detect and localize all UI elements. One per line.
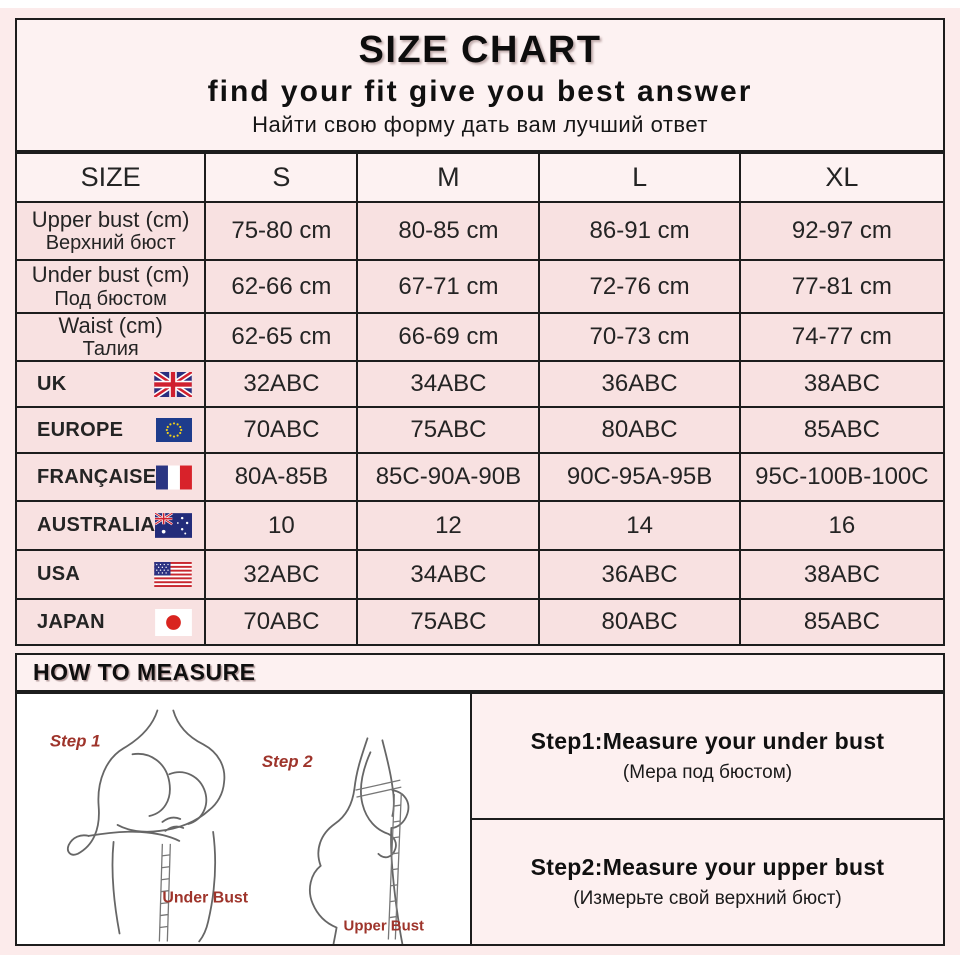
cell-value: 80ABC	[538, 406, 741, 455]
step1-subtitle-russian: (Мера под бюстом)	[622, 762, 793, 783]
row-label-france: FRANÇAISE	[14, 452, 207, 503]
cell-value: 34ABC	[356, 360, 541, 409]
usa-flag-icon	[154, 562, 193, 588]
cell-value: 66-69 cm	[356, 311, 541, 363]
step2-title: Step2:Measure your upper bust	[530, 854, 885, 880]
australia-flag-icon	[155, 513, 193, 539]
measure-illustration: Step 1 Step 2 Under Bust Upper Bust	[17, 694, 470, 944]
upper-bust-illustration-label: Upper Bust	[344, 918, 424, 935]
subtitle-english: find your fit give you best answer	[207, 75, 753, 108]
japan-flag-icon	[155, 608, 193, 636]
cell-value: 32ABC	[204, 360, 359, 409]
cell-value: 75-80 cm	[204, 201, 359, 261]
page-title: SIZE CHART	[358, 29, 602, 71]
row-label-uk: UK	[14, 360, 207, 409]
step2-subtitle-russian: (Измерьте свой верхний бюст)	[573, 888, 842, 909]
cell-value: 92-97 cm	[738, 201, 946, 261]
cell-value: 62-66 cm	[204, 259, 359, 314]
header-panel: SIZE CHART find your fit give you best a…	[15, 18, 945, 152]
cell-value: 74-77 cm	[738, 311, 946, 363]
cell-value: 32ABC	[204, 549, 359, 601]
cell-value: 95C-100B-100C	[738, 452, 946, 503]
measure-steps-panel: Step1:Measure your under bust (Мера под …	[470, 694, 943, 944]
col-header-m: M	[356, 152, 541, 203]
cell-value: 70ABC	[204, 406, 359, 455]
row-label-australia: AUSTRALIA	[14, 500, 207, 552]
row-label-usa: USA	[14, 549, 207, 601]
cell-value: 75ABC	[356, 406, 541, 455]
eu-flag-icon	[156, 418, 193, 443]
cell-value: 10	[204, 500, 359, 552]
table-header-row: SIZE S M L XL	[14, 152, 946, 203]
cell-value: 67-71 cm	[356, 259, 541, 314]
table-row-usa: USA	[14, 549, 946, 601]
cell-value: 16	[738, 500, 946, 552]
step2-instruction-box: Step2:Measure your upper bust (Измерьте …	[472, 818, 943, 944]
cell-value: 38ABC	[738, 360, 946, 409]
col-header-s: S	[204, 152, 359, 203]
cell-value: 34ABC	[356, 549, 541, 601]
cell-value: 77-81 cm	[738, 259, 946, 314]
under-bust-illustration-label: Under Bust	[162, 890, 248, 907]
cell-value: 14	[538, 500, 741, 552]
cell-value: 75ABC	[356, 598, 541, 647]
cell-value: 70ABC	[204, 598, 359, 647]
row-label-europe: EUROPE	[14, 406, 207, 455]
cell-value: 72-76 cm	[538, 259, 741, 314]
step1-title: Step1:Measure your under bust	[530, 728, 885, 754]
cell-value: 86-91 cm	[538, 201, 741, 261]
cell-value: 80A-85B	[204, 452, 359, 503]
cell-value: 85ABC	[738, 406, 946, 455]
table-row-upper-bust: Upper bust (cm) Верхний бюст 75-80 cm 80…	[14, 201, 946, 261]
cell-value: 12	[356, 500, 541, 552]
cell-value: 36ABC	[538, 549, 741, 601]
measure-section: Step 1 Step 2 Under Bust Upper Bust Step…	[15, 692, 945, 946]
table-row-under-bust: Under bust (cm) Под бюстом 62-66 cm 67-7…	[14, 259, 946, 314]
table-row-australia: AUSTRALIA	[14, 500, 946, 552]
row-label-under-bust: Under bust (cm) Под бюстом	[14, 259, 207, 314]
table-row-france: FRANÇAISE 80A-85B 85C-90A-90B 90C-95A-95…	[14, 452, 946, 503]
row-label-waist: Waist (cm) Талия	[14, 311, 207, 363]
how-to-measure-title: HOW TO MEASURE	[33, 659, 256, 685]
step1-illustration-label: Step 1	[50, 731, 101, 750]
size-chart-table: SIZE S M L XL Upper bust (cm) Верхний бю…	[14, 152, 946, 647]
subtitle-russian: Найти свою форму дать вам лучший ответ	[252, 112, 708, 137]
cell-value: 38ABC	[738, 549, 946, 601]
table-row-waist: Waist (cm) Талия 62-65 cm 66-69 cm 70-73…	[14, 311, 946, 363]
france-flag-icon	[156, 465, 193, 490]
table-row-japan: JAPAN 70ABC 75ABC 80ABC 85ABC	[14, 598, 946, 647]
table-row-europe: EUROPE 70ABC 75ABC 80ABC 85ABC	[14, 406, 946, 455]
col-header-l: L	[538, 152, 741, 203]
step2-illustration-label: Step 2	[262, 752, 313, 771]
cell-value: 36ABC	[538, 360, 741, 409]
cell-value: 90C-95A-95B	[538, 452, 741, 503]
cell-value: 85C-90A-90B	[356, 452, 541, 503]
uk-flag-icon	[154, 371, 193, 397]
cell-value: 70-73 cm	[538, 311, 741, 363]
col-header-xl: XL	[738, 152, 946, 203]
col-header-size: SIZE	[14, 152, 207, 203]
cell-value: 85ABC	[738, 598, 946, 647]
table-row-uk: UK 32ABC 34ABC 36ABC 38ABC	[14, 360, 946, 409]
row-label-japan: JAPAN	[14, 598, 207, 647]
how-to-measure-banner: HOW TO MEASURE	[15, 653, 945, 692]
cell-value: 80-85 cm	[356, 201, 541, 261]
measuring-figures-drawing: Step 1 Step 2 Under Bust Upper Bust	[50, 709, 424, 944]
row-label-upper-bust: Upper bust (cm) Верхний бюст	[14, 201, 207, 261]
cell-value: 80ABC	[538, 598, 741, 647]
cell-value: 62-65 cm	[204, 311, 359, 363]
step1-instruction-box: Step1:Measure your under bust (Мера под …	[472, 694, 943, 818]
